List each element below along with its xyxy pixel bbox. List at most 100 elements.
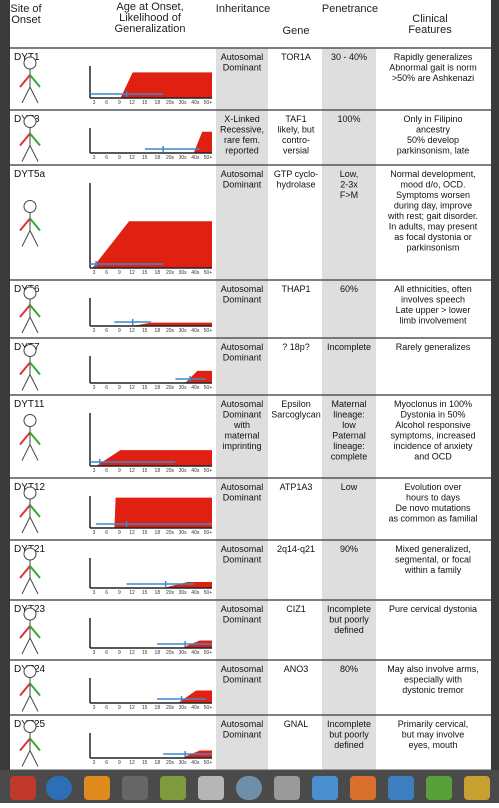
axis-label: 18 bbox=[155, 590, 161, 596]
text-line: parkinsonism, late bbox=[397, 146, 470, 156]
dock-icon[interactable] bbox=[84, 776, 110, 800]
dock-icon[interactable] bbox=[464, 776, 490, 800]
text-line: 90% bbox=[340, 544, 358, 554]
text-line: Autosomal bbox=[221, 52, 264, 62]
dock-icon[interactable] bbox=[160, 776, 186, 800]
axis-label: 12 bbox=[129, 590, 135, 596]
axis-label: 12 bbox=[129, 468, 135, 474]
leg bbox=[29, 695, 39, 712]
dock-icon[interactable] bbox=[312, 776, 338, 800]
axis-label: 30s bbox=[179, 270, 188, 276]
dock-icon[interactable] bbox=[350, 776, 376, 800]
text-line: Abnormal gait is norm bbox=[389, 63, 477, 73]
onset-area bbox=[132, 322, 212, 326]
axis-label: 12 bbox=[129, 270, 135, 276]
dock-icon[interactable] bbox=[274, 776, 300, 800]
arm bbox=[19, 565, 31, 579]
axis-label: 12 bbox=[129, 705, 135, 711]
axis-label: 40s bbox=[191, 385, 200, 391]
head bbox=[23, 56, 37, 70]
text-line: Autosomal bbox=[221, 604, 264, 614]
arm bbox=[29, 217, 41, 232]
text-line: symptoms, increased bbox=[390, 431, 475, 441]
axis-label: 50+ bbox=[204, 100, 213, 106]
dock-icons bbox=[10, 776, 490, 800]
dock-icon[interactable] bbox=[122, 776, 148, 800]
axis-label: 3 bbox=[93, 468, 96, 474]
stick-figure bbox=[19, 414, 41, 461]
text-line: Onset bbox=[11, 14, 40, 26]
text-line: Clinical bbox=[412, 13, 447, 25]
leg bbox=[21, 637, 31, 655]
axis-label: 15 bbox=[142, 385, 148, 391]
text-line: X-Linked bbox=[224, 114, 260, 124]
dock-icon[interactable] bbox=[388, 776, 414, 800]
axis-label: 6 bbox=[105, 468, 108, 474]
axis-label: 30s bbox=[179, 155, 188, 161]
text-line: Late upper > lower bbox=[396, 305, 471, 315]
axis-label: 18 bbox=[155, 530, 161, 536]
axis-label: 50+ bbox=[204, 270, 213, 276]
axis-label: 20s bbox=[166, 155, 175, 161]
axis-label: 3 bbox=[93, 650, 96, 656]
arm bbox=[19, 132, 31, 147]
axis-label: 9 bbox=[118, 155, 121, 161]
text-line: 80% bbox=[340, 664, 358, 674]
head bbox=[23, 414, 37, 427]
axis-label: 40s bbox=[191, 705, 200, 711]
leg bbox=[29, 86, 39, 104]
text-line: Recessive, bbox=[220, 125, 264, 135]
stick-figure bbox=[19, 547, 41, 595]
arm bbox=[19, 625, 31, 639]
axis-label: 20s bbox=[166, 650, 175, 656]
axis-label: 18 bbox=[155, 760, 161, 766]
text-line: Dominant bbox=[223, 615, 262, 625]
dock-icon[interactable] bbox=[236, 776, 262, 800]
text-line: limb involvement bbox=[399, 316, 467, 326]
text-line: involves speech bbox=[401, 295, 465, 305]
text-line: 60% bbox=[340, 284, 358, 294]
text-line: Age at Onset, bbox=[116, 1, 183, 13]
axis-label: 6 bbox=[105, 705, 108, 711]
axis-label: 3 bbox=[93, 100, 96, 106]
axis-label: 20s bbox=[166, 705, 175, 711]
axis-label: 3 bbox=[93, 328, 96, 334]
arm bbox=[29, 625, 41, 639]
axis-label: 40s bbox=[191, 590, 200, 596]
row-name: DYT11 bbox=[14, 399, 45, 410]
onset-area bbox=[92, 221, 212, 268]
left-edge bbox=[0, 0, 10, 770]
axis-label: 12 bbox=[129, 650, 135, 656]
onset-area bbox=[185, 370, 212, 383]
dock-icon[interactable] bbox=[10, 776, 36, 800]
text-line: Autosomal bbox=[221, 719, 264, 729]
axis-label: 50+ bbox=[204, 705, 213, 711]
axis-label: 50+ bbox=[204, 385, 213, 391]
onset-area bbox=[120, 72, 212, 98]
text-line: Generalization bbox=[115, 23, 186, 35]
text-line: Dominant bbox=[223, 180, 262, 190]
axis-label: 12 bbox=[129, 328, 135, 334]
axis-label: 6 bbox=[105, 590, 108, 596]
axis-label: 30s bbox=[179, 590, 188, 596]
text-line: De novo mutations bbox=[395, 503, 471, 513]
text-line: Site of bbox=[10, 3, 42, 15]
text-line: within a family bbox=[404, 565, 462, 575]
text-line: Low, bbox=[340, 169, 359, 179]
axis-label: 40s bbox=[191, 100, 200, 106]
stick-figure bbox=[19, 56, 41, 104]
text-line: rare fem. bbox=[224, 135, 260, 145]
axis-label: 15 bbox=[142, 705, 148, 711]
head bbox=[23, 486, 37, 500]
text-line: Penetrance bbox=[322, 3, 378, 15]
text-line: Symptoms worsen bbox=[396, 190, 470, 200]
leg bbox=[29, 750, 39, 767]
axis-label: 6 bbox=[105, 155, 108, 161]
axis-label: 40s bbox=[191, 530, 200, 536]
dock-icon[interactable] bbox=[198, 776, 224, 800]
axis-label: 6 bbox=[105, 650, 108, 656]
stick-figure bbox=[19, 115, 41, 162]
dock-icon[interactable] bbox=[46, 776, 72, 800]
dock-icon[interactable] bbox=[426, 776, 452, 800]
axis-label: 15 bbox=[142, 328, 148, 334]
